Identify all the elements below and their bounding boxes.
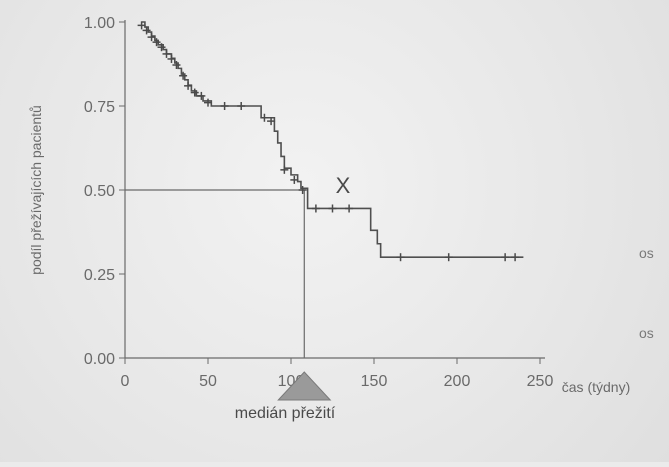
censor-mark bbox=[501, 253, 510, 262]
median-label: medián přežití bbox=[235, 405, 336, 422]
censor-mark bbox=[197, 91, 206, 100]
censor-mark bbox=[298, 186, 307, 194]
censor-mark bbox=[260, 113, 269, 122]
y-tick-label: 0.00 bbox=[84, 351, 115, 368]
censor-mark bbox=[220, 102, 229, 110]
points-layer bbox=[137, 21, 520, 262]
censor-mark bbox=[172, 61, 181, 70]
median-layer bbox=[125, 189, 332, 401]
censor-mark bbox=[328, 204, 337, 213]
side-label-bottom: os bbox=[639, 325, 654, 341]
censor-mark bbox=[152, 38, 161, 47]
side-label-top: os bbox=[639, 245, 654, 261]
censor-mark bbox=[162, 49, 171, 58]
censor-mark bbox=[157, 43, 166, 52]
censor-mark bbox=[511, 253, 520, 262]
x-tick-label: 200 bbox=[444, 373, 471, 390]
censor-mark bbox=[311, 204, 320, 213]
x-tick-label: 250 bbox=[527, 373, 554, 390]
censor-mark bbox=[204, 98, 212, 107]
x-tick-label: 50 bbox=[199, 373, 217, 390]
y-tick-label: 0.50 bbox=[84, 183, 115, 200]
median-triangle-marker bbox=[277, 371, 332, 401]
censor-mark bbox=[290, 175, 299, 184]
censor-mark bbox=[137, 21, 146, 30]
ticks-layer: 0.000.250.500.751.000 50 100 150 200 250 bbox=[84, 15, 554, 390]
censor-mark bbox=[267, 117, 276, 126]
axes-layer bbox=[124, 20, 545, 359]
curve-layer bbox=[141, 21, 524, 258]
censor-mark bbox=[184, 81, 193, 90]
x-tick-label: 150 bbox=[361, 373, 388, 390]
y-axis-title: podíl přežívajících pacientů bbox=[28, 105, 44, 275]
labels-layer: podíl přežívajících pacientů čas (týdny)… bbox=[28, 105, 654, 422]
censor-mark bbox=[190, 88, 199, 97]
y-tick-label: 0.75 bbox=[84, 99, 115, 116]
censor-mark bbox=[396, 253, 405, 262]
censor-mark bbox=[444, 253, 453, 262]
y-tick-label: 0.25 bbox=[84, 267, 115, 284]
censor-mark bbox=[237, 102, 246, 110]
censor-mark bbox=[345, 204, 354, 213]
censor-mark bbox=[179, 71, 188, 80]
survival-step-line bbox=[141, 21, 524, 258]
y-tick-label: 1.00 bbox=[84, 15, 115, 32]
censor-mark bbox=[142, 26, 151, 35]
censor-mark bbox=[147, 33, 156, 42]
x-mark-annotation: X bbox=[336, 173, 351, 198]
x-axis-title: čas (týdny) bbox=[562, 379, 630, 395]
x-tick-label: 0 bbox=[121, 373, 130, 390]
censor-mark bbox=[167, 54, 176, 63]
censor-mark bbox=[280, 165, 289, 174]
